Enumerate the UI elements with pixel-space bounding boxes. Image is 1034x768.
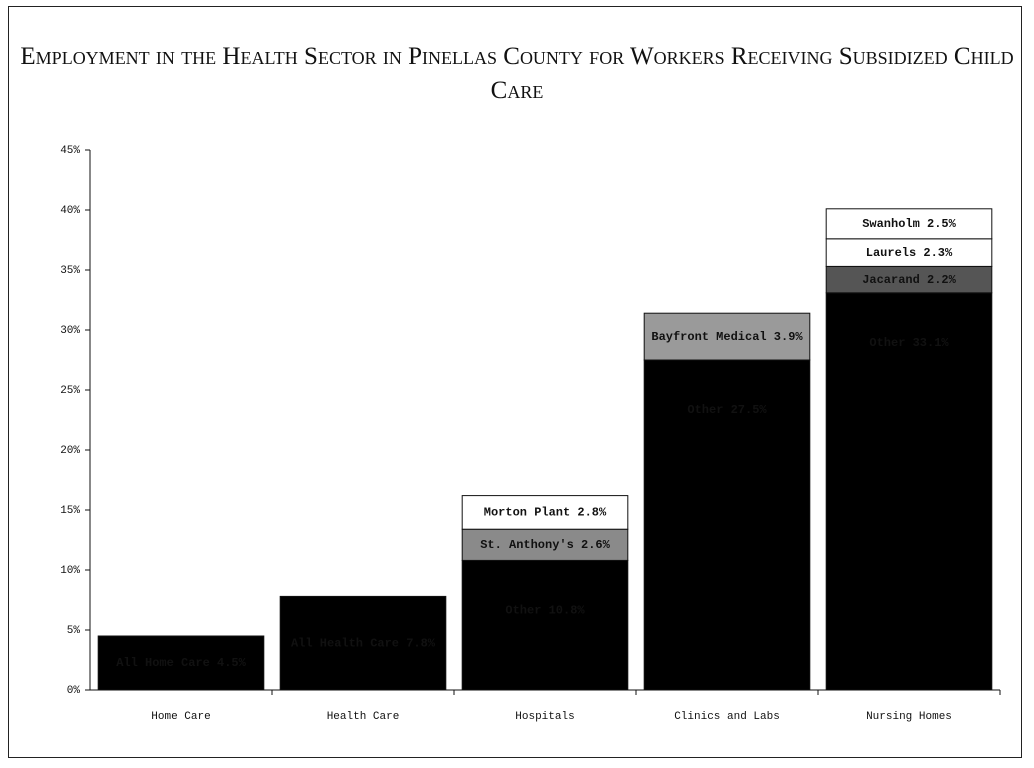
y-tick-label: 0% xyxy=(67,685,81,697)
bar-segment xyxy=(461,528,629,561)
y-tick-label: 45% xyxy=(60,145,80,157)
segment-label: All Home Care 4.5% xyxy=(116,656,246,670)
segment-label: Other 33.1% xyxy=(869,336,949,350)
segment-label: Other 10.8% xyxy=(505,604,585,618)
bar-segment xyxy=(97,635,265,691)
bar-segment xyxy=(461,559,629,691)
x-tick-label: Home Care xyxy=(151,711,210,723)
y-tick-label: 5% xyxy=(67,625,81,637)
segment-label: Swanholm 2.5% xyxy=(862,217,956,231)
segment-label: St. Anthony's 2.6% xyxy=(480,538,610,552)
bar-segment xyxy=(643,359,811,691)
bar-segment xyxy=(643,312,811,361)
x-tick-label: Hospitals xyxy=(515,711,574,723)
bar-segment xyxy=(825,292,993,691)
bar-segment xyxy=(279,595,447,691)
segment-label: Morton Plant 2.8% xyxy=(484,506,607,520)
y-tick-label: 35% xyxy=(60,265,80,277)
bar-segment xyxy=(825,208,993,240)
y-tick-label: 10% xyxy=(60,565,80,577)
segment-label: Jacarand 2.2% xyxy=(862,273,956,287)
segment-label: Other 27.5% xyxy=(687,403,767,417)
y-tick-label: 15% xyxy=(60,505,80,517)
y-tick-label: 30% xyxy=(60,325,80,337)
x-tick-label: Clinics and Labs xyxy=(674,711,780,723)
chart-title: Employment in the Health Sector in Pinel… xyxy=(20,43,1014,104)
segment-label: Bayfront Medical 3.9% xyxy=(651,330,803,344)
segment-label: Laurels 2.3% xyxy=(866,246,953,260)
segment-label: All Health Care 7.8% xyxy=(291,636,436,650)
frame xyxy=(8,6,1022,758)
bar-segment xyxy=(461,495,629,530)
bar-segment xyxy=(825,238,993,267)
y-tick-label: 25% xyxy=(60,385,80,397)
x-tick-label: Health Care xyxy=(327,711,400,723)
bar-segment xyxy=(825,265,993,294)
x-tick-label: Nursing Homes xyxy=(866,711,952,723)
y-tick-label: 40% xyxy=(60,205,80,217)
y-tick-label: 20% xyxy=(60,445,80,457)
